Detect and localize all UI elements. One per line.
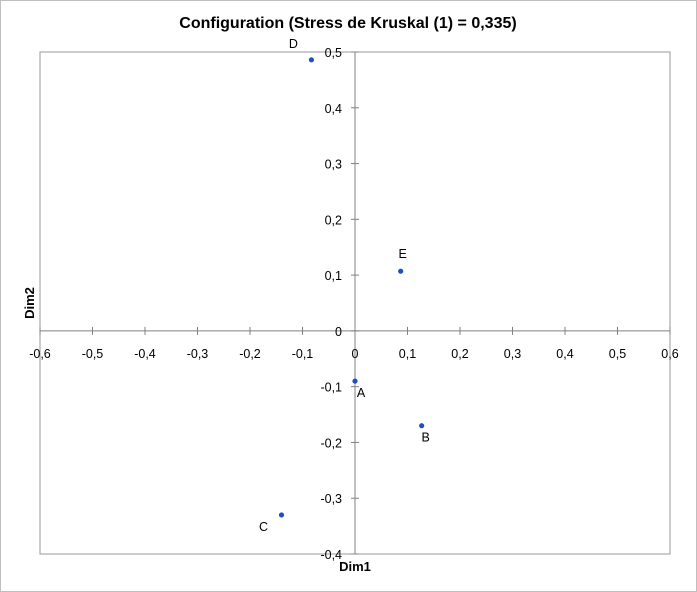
- x-tick-label: -0,5: [82, 347, 104, 361]
- x-tick-label: -0,2: [239, 347, 261, 361]
- y-tick-label: 0,5: [325, 46, 342, 60]
- x-tick-label: -0,4: [134, 347, 156, 361]
- y-tick-label: -0,3: [320, 492, 342, 506]
- point-label-d: D: [289, 37, 298, 51]
- y-tick-label: 0: [335, 325, 342, 339]
- point-label-c: C: [259, 520, 268, 534]
- y-tick-label: 0,3: [325, 158, 342, 172]
- chart-title: Configuration (Stress de Kruskal (1) = 0…: [179, 15, 516, 32]
- x-tick-label: -0,3: [187, 347, 209, 361]
- x-tick-label: -0,1: [292, 347, 314, 361]
- point-label-b: B: [422, 431, 430, 445]
- x-axis-ticks: -0,6 -0,5 -0,4 -0,3 -0,2 -0,1 0 0,1 0,2 0,3 0,4 0,5…: [29, 326, 679, 361]
- x-tick-label: 0: [352, 347, 359, 361]
- x-tick-label: 0,4: [556, 347, 573, 361]
- y-tick-label: 0,1: [325, 269, 342, 283]
- x-tick-label: 0,3: [504, 347, 521, 361]
- data-point-c: [278, 512, 285, 518]
- point-label-a: A: [357, 386, 366, 400]
- y-axis-ticks: -0,4 -0,3 -0,2 -0,1 0 0,1 0,2 0,3 0,4 0,5: [320, 46, 359, 562]
- x-tick-label: 0,1: [399, 347, 416, 361]
- x-tick-label: 0,2: [451, 347, 468, 361]
- y-tick-label: -0,1: [320, 381, 342, 395]
- y-axis-title: Dim2: [22, 287, 37, 319]
- data-point-a: [352, 378, 358, 384]
- data-point-e: [398, 268, 404, 274]
- x-tick-label: 0,6: [661, 347, 678, 361]
- y-tick-label: -0,2: [320, 436, 342, 450]
- x-axis-title: Dim1: [339, 559, 371, 574]
- y-tick-label: 0,4: [325, 102, 342, 116]
- x-tick-label: -0,6: [29, 347, 51, 361]
- data-points: A B C D E: [259, 37, 430, 534]
- point-label-e: E: [399, 247, 407, 261]
- y-tick-label: -0,4: [320, 548, 342, 562]
- data-point-b: [419, 423, 425, 429]
- y-tick-label: 0,2: [325, 213, 342, 227]
- x-tick-label: 0,5: [609, 347, 626, 361]
- data-point-d: [308, 57, 315, 63]
